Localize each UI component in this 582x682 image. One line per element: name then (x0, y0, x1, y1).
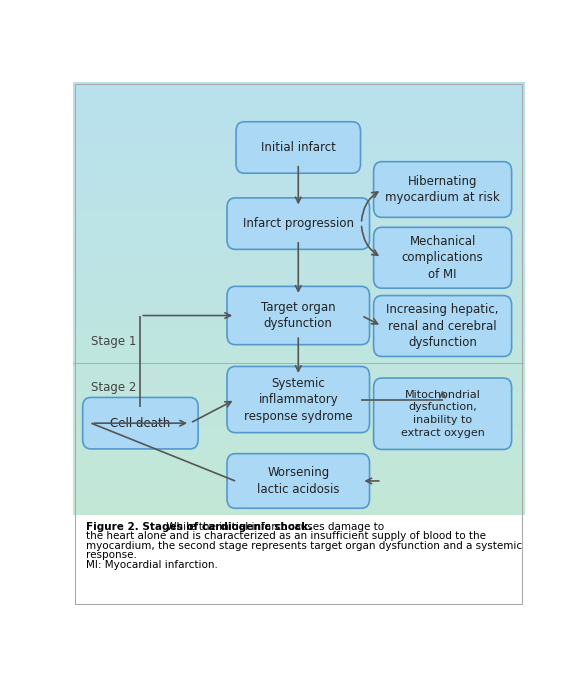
FancyBboxPatch shape (227, 198, 370, 250)
Text: Target organ
dysfunction: Target organ dysfunction (261, 301, 336, 330)
Text: myocardium, the second stage represents target organ dysfunction and a systemic: myocardium, the second stage represents … (86, 541, 523, 551)
Text: MI: Myocardial infarction.: MI: Myocardial infarction. (86, 560, 218, 569)
Text: Cell death: Cell death (110, 417, 171, 430)
Text: Stage 1: Stage 1 (91, 336, 136, 349)
Text: Figure 2. Stages of cardiogenic shock.: Figure 2. Stages of cardiogenic shock. (86, 522, 313, 532)
FancyBboxPatch shape (227, 286, 370, 344)
FancyBboxPatch shape (236, 122, 360, 173)
FancyBboxPatch shape (227, 454, 370, 508)
FancyBboxPatch shape (83, 398, 198, 449)
Bar (73, 515, 524, 607)
Text: Initial infarct: Initial infarct (261, 141, 336, 154)
Text: Mitochondrial
dysfunction,
inability to
extract oxygen: Mitochondrial dysfunction, inability to … (400, 389, 485, 438)
Text: While the initial infarct causes damage to: While the initial infarct causes damage … (162, 522, 384, 532)
Text: Mechanical
complications
of MI: Mechanical complications of MI (402, 235, 484, 281)
Text: response.: response. (86, 550, 137, 561)
FancyBboxPatch shape (374, 162, 512, 218)
Text: Worsening
lactic acidosis: Worsening lactic acidosis (257, 466, 339, 496)
Text: Infarct progression: Infarct progression (243, 217, 354, 230)
FancyBboxPatch shape (227, 366, 370, 432)
Text: the heart alone and is characterized as an insufficient supply of blood to the: the heart alone and is characterized as … (86, 531, 487, 542)
Text: Increasing hepatic,
renal and cerebral
dysfunction: Increasing hepatic, renal and cerebral d… (386, 303, 499, 349)
Text: Hibernating
myocardium at risk: Hibernating myocardium at risk (385, 175, 500, 204)
Text: Stage 2: Stage 2 (91, 381, 136, 394)
FancyBboxPatch shape (374, 378, 512, 449)
FancyBboxPatch shape (374, 295, 512, 357)
FancyBboxPatch shape (374, 227, 512, 288)
Text: Systemic
inflammatory
response sydrome: Systemic inflammatory response sydrome (244, 376, 353, 423)
